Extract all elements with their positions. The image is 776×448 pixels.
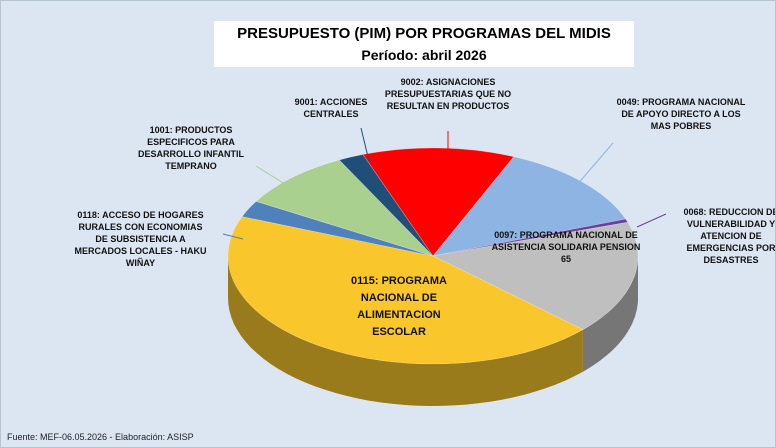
slice-label: 1001: PRODUCTOS ESPECIFICOS PARA DESARRO… [138,125,244,171]
slice [362,147,515,257]
chart-title: PRESUPUESTO (PIM) POR PROGRAMAS DEL MIDI… [237,25,611,42]
slice-side [582,256,638,372]
title-box: PRESUPUESTO (PIM) POR PROGRAMAS DEL MIDI… [214,21,634,67]
slice [432,156,627,257]
leader-line [360,127,370,162]
slice [255,159,434,257]
slice-label: 0049: PROGRAMA NACIONAL DE APOYO DIRECTO… [616,97,746,131]
slice [227,216,584,365]
slice-label: 0115: PROGRAMA NACIONAL DE ALIMENTACION … [351,275,447,338]
slice-side [228,256,583,406]
slice-label: 0118: ACCESO DE HOGARES RURALES CON ECON… [74,210,207,268]
slice [432,221,639,330]
slice-label: 9002: ASIGNACIONES PRESUPUESTARIAS QUE N… [384,77,512,111]
slice-label: 9001: ACCIONES CENTRALES [294,97,368,119]
leader-line [636,213,667,228]
leader-line [255,165,297,192]
slice-label: 0097: PROGRAMA NACIONAL DE ASISTENCIA SO… [491,230,641,264]
leader-line [222,233,244,240]
leader-line [575,142,614,187]
slice [432,218,629,257]
slice-label: 0068: REDUCCION DE VULNERABILIDAD Y ATEN… [683,207,776,265]
source-note: Fuente: MEF-06.05.2026 - Elaboración: AS… [7,432,194,442]
chart-subtitle: Período: abril 2026 [361,47,487,63]
slice [338,154,434,257]
slice [241,201,434,257]
